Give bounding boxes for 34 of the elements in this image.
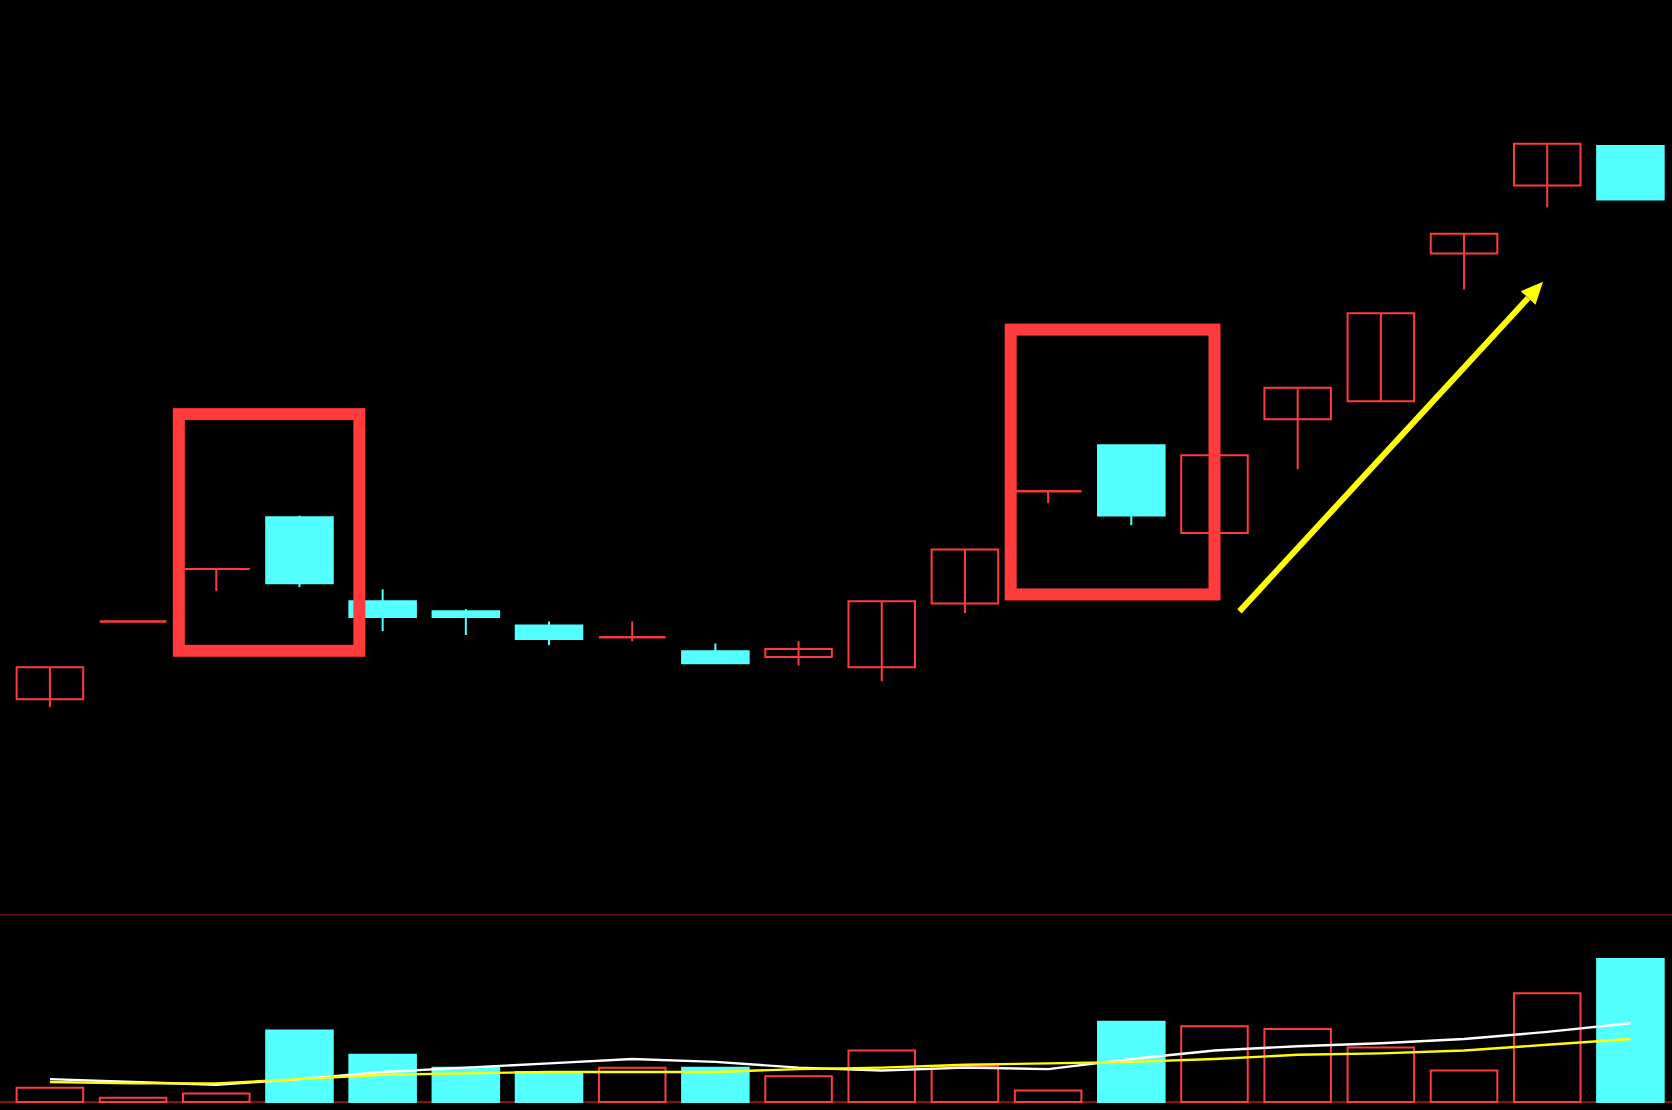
bar bbox=[514, 1070, 584, 1103]
bar bbox=[98, 1096, 168, 1103]
bar bbox=[1512, 992, 1582, 1103]
candlestick bbox=[597, 620, 667, 643]
bar bbox=[1429, 1069, 1499, 1103]
bar bbox=[1346, 1046, 1416, 1103]
candlestick bbox=[1596, 144, 1665, 201]
bar bbox=[1013, 1089, 1083, 1103]
candlestick bbox=[514, 620, 584, 647]
bar bbox=[1180, 1025, 1249, 1103]
candlestick bbox=[15, 666, 85, 709]
candlestick bbox=[1346, 312, 1416, 403]
bar bbox=[847, 1049, 917, 1103]
candlestick bbox=[930, 548, 1000, 615]
candlestick bbox=[1429, 232, 1499, 291]
bar bbox=[764, 1075, 833, 1103]
bar bbox=[1097, 1020, 1166, 1103]
candlestick bbox=[1512, 142, 1582, 209]
candlestick bbox=[265, 514, 334, 589]
bar bbox=[1263, 1028, 1332, 1103]
bar bbox=[1596, 957, 1665, 1103]
candlestick bbox=[681, 642, 750, 665]
candlestick bbox=[764, 640, 833, 667]
bar bbox=[681, 1066, 750, 1103]
bar bbox=[930, 1065, 1000, 1103]
bar bbox=[265, 1029, 334, 1103]
candlestick bbox=[1263, 386, 1332, 471]
candlestick bbox=[1013, 490, 1083, 505]
candlestick bbox=[1097, 444, 1166, 527]
bar bbox=[15, 1086, 85, 1103]
candlestick bbox=[431, 608, 501, 637]
bar bbox=[182, 1092, 251, 1103]
candlestick bbox=[847, 600, 917, 683]
bar bbox=[597, 1066, 667, 1103]
